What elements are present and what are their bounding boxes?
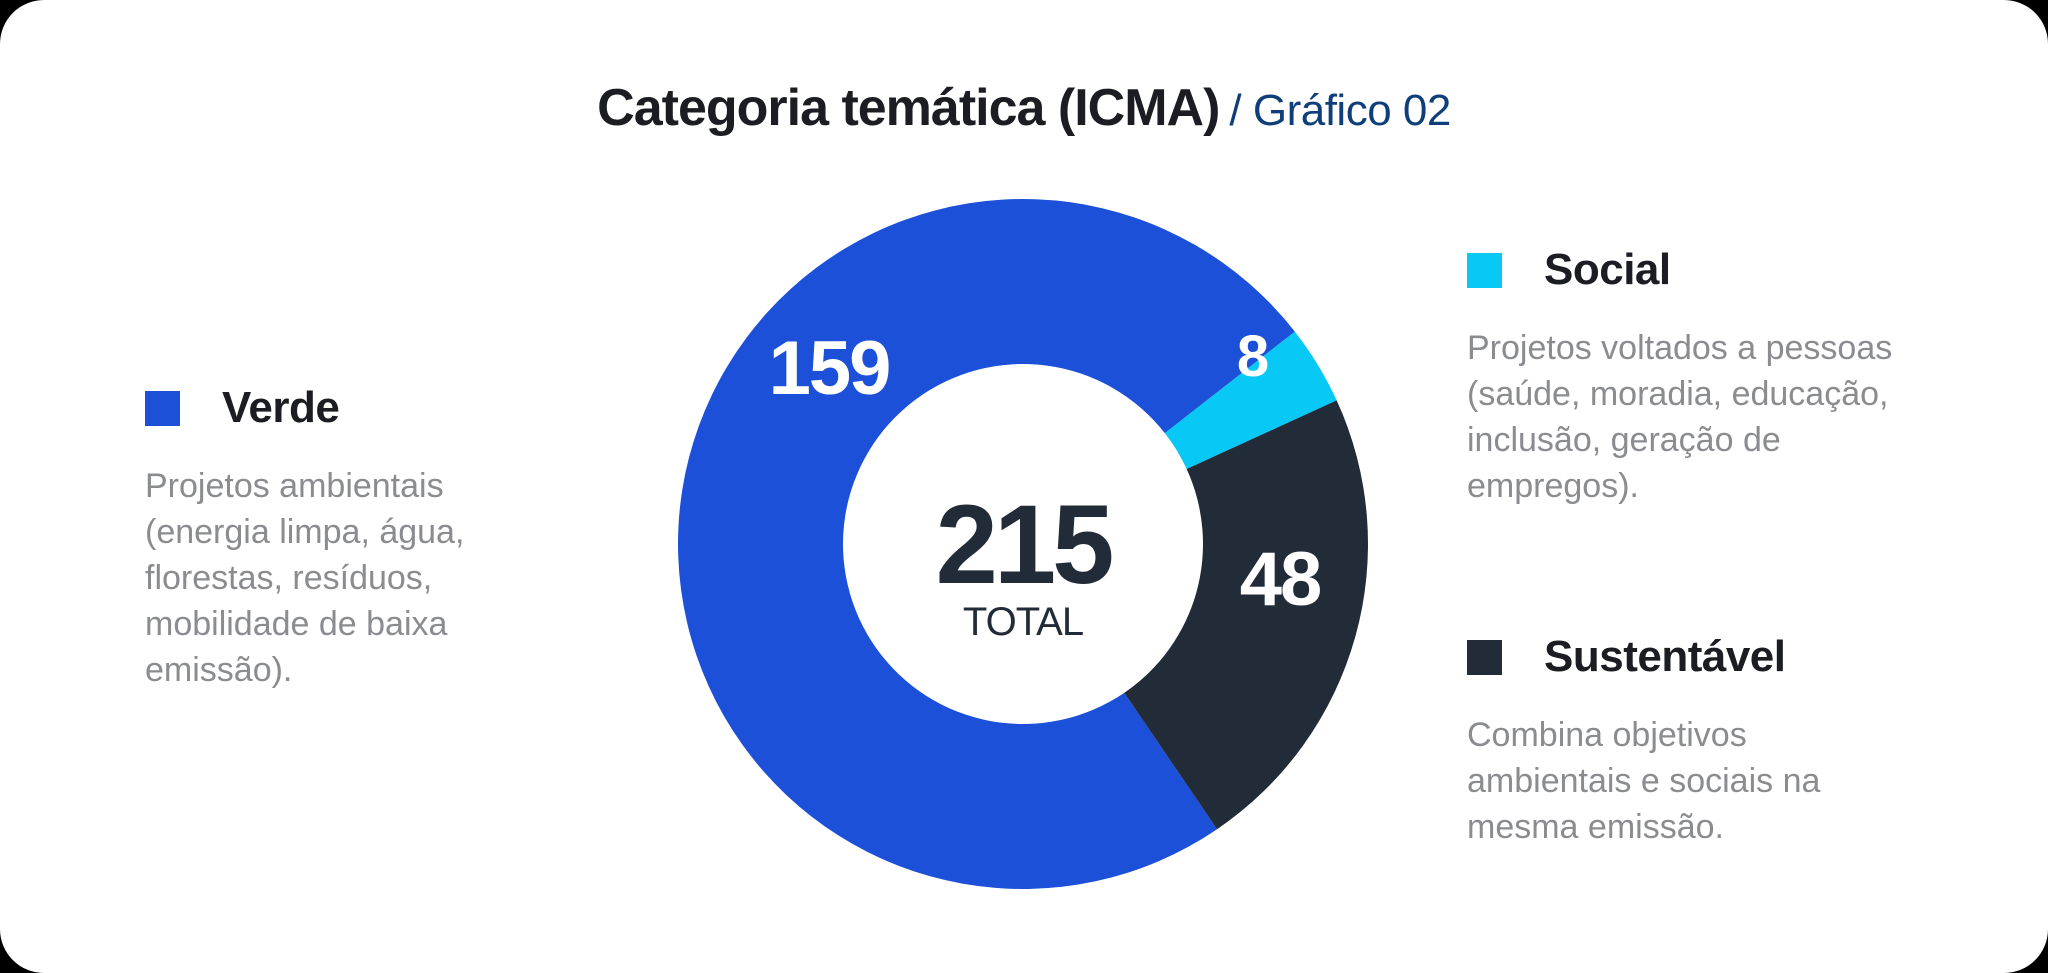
donut-slice-label-social: 8 <box>1237 324 1268 389</box>
donut-slice-labels: 159 8 48 <box>769 324 1323 622</box>
legend-label-verde: Verde <box>222 383 340 432</box>
donut-slice-verde <box>678 198 1295 889</box>
legend-description-sustentavel: Combina objetivos ambientais e sociais n… <box>1467 716 1821 846</box>
legend-swatch-sustentavel <box>1467 639 1502 675</box>
donut-slice-label-sustentavel: 48 <box>1240 537 1321 622</box>
donut-slices <box>678 198 1368 889</box>
donut-center-total: 215 <box>936 482 1113 607</box>
donut-center-label: TOTAL <box>963 600 1083 644</box>
legend-item-sustentavel: Sustentável Combina objetivos ambientais… <box>1467 632 1887 850</box>
legend-swatch-verde <box>145 390 180 426</box>
legend-label-social: Social <box>1544 245 1671 294</box>
donut-slice-social <box>1164 331 1337 470</box>
chart-title-subtitle: / Gráfico 02 <box>1229 86 1451 135</box>
chart-title: Categoria temática (ICMA) / Gráfico 02 <box>0 78 2048 138</box>
legend-item-social: Social Projetos voltados a pessoas (saúd… <box>1467 245 1917 509</box>
legend-description-verde: Projetos ambientais (energia limpa, água… <box>145 467 465 689</box>
donut-slice-label-verde: 159 <box>769 326 890 411</box>
donut-slice-sustentavel <box>1124 400 1368 830</box>
chart-title-main: Categoria temática (ICMA) <box>597 79 1220 137</box>
legend-swatch-social <box>1467 252 1502 288</box>
legend-item-verde: Verde Projetos ambientais (energia limpa… <box>145 383 505 693</box>
legend-label-sustentavel: Sustentável <box>1544 632 1786 681</box>
legend-description-social: Projetos voltados a pessoas (saúde, mora… <box>1467 329 1893 505</box>
